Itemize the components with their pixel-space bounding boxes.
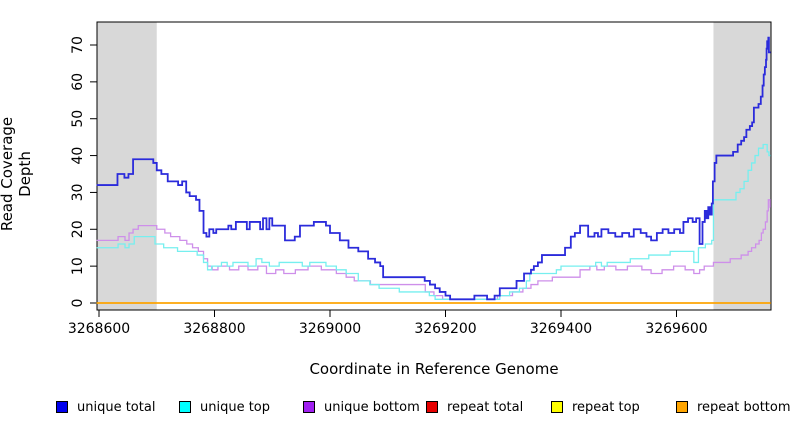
legend-label: unique total [77,399,156,415]
legend-label: unique bottom [324,399,420,415]
y-tick-label: 40 [70,147,86,165]
legend-item-repeat-bottom: repeat bottom [676,398,791,416]
y-tick-label: 10 [70,257,86,275]
legend-swatch-icon [426,401,438,413]
legend-item-unique-bottom: unique bottom [303,398,420,416]
legend-label: repeat top [572,399,640,415]
legend-swatch-icon [56,401,68,413]
y-tick-label: 20 [70,220,86,238]
x-axis-title: Coordinate in Reference Genome [309,360,559,378]
x-tick-label: 3268800 [183,321,245,337]
chart-legend: unique total unique top unique bottom repea… [0,398,792,418]
x-tick-label: 3268600 [68,321,130,337]
legend-label: repeat total [447,399,524,415]
highlight-region [713,22,771,310]
legend-item-repeat-total: repeat total [426,398,523,416]
series-line-unique-top [96,143,771,300]
y-tick-label: 0 [70,299,86,308]
x-tick-label: 3269400 [530,321,592,337]
highlight-region [96,22,157,310]
legend-label: repeat bottom [697,399,791,415]
legend-label: unique top [200,399,271,415]
legend-swatch-icon [303,401,315,413]
y-axis-title: Read Coverage Depth [0,116,34,232]
legend-swatch-icon [676,401,688,413]
series-line-unique-total [96,36,771,301]
y-tick-label: 60 [70,73,86,91]
legend-item-repeat-top: repeat top [551,398,640,416]
y-tick-label: 50 [70,110,86,128]
x-tick-label: 3269000 [299,321,361,337]
y-tick-label: 70 [70,36,86,54]
x-tick-label: 3269200 [414,321,476,337]
legend-swatch-icon [551,401,563,413]
legend-item-unique-top: unique top [179,398,270,416]
plot-box [96,21,772,311]
legend-swatch-icon [179,401,191,413]
legend-item-unique-total: unique total [56,398,155,416]
y-tick-label: 30 [70,184,86,202]
x-tick-label: 3269600 [645,321,707,337]
